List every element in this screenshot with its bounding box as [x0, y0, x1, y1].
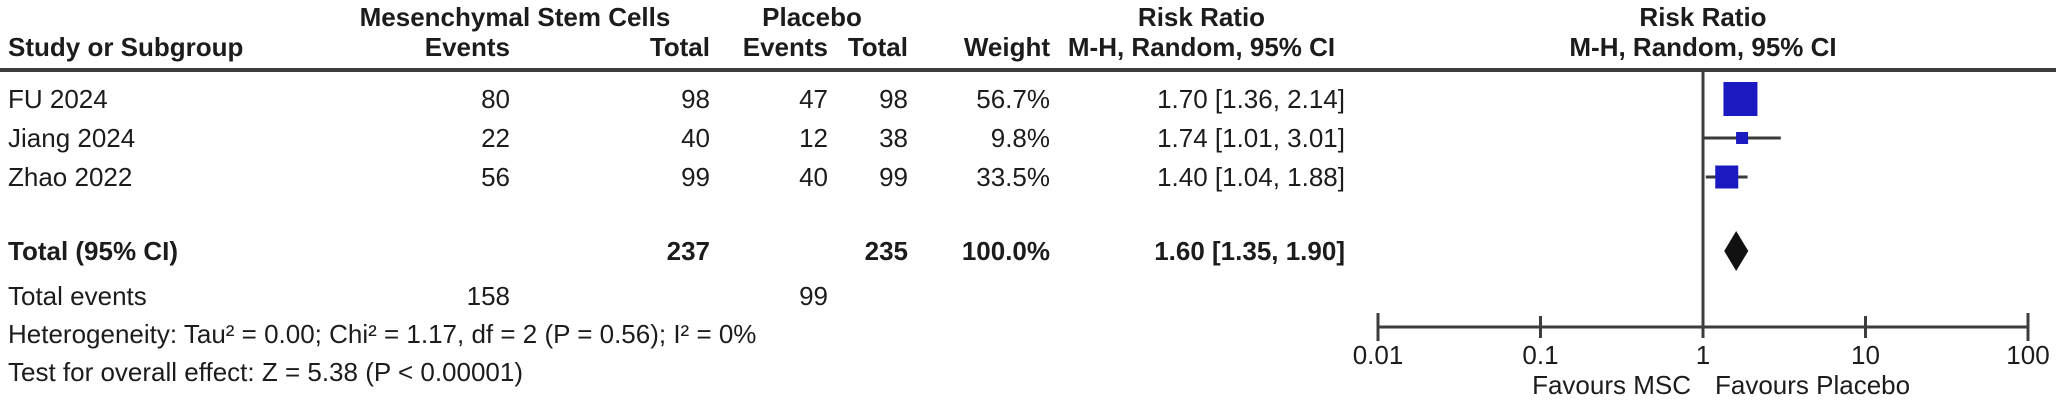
total-n-group2: 235 [864, 236, 908, 266]
total-group1: 99 [681, 162, 710, 192]
study-row: Zhao 2022 56 99 40 99 33.5% 1.40 [1.04, … [0, 162, 2056, 192]
total-events-group1: 158 [466, 281, 510, 311]
header-separator-line [0, 68, 2056, 72]
events-group2: 40 [799, 162, 828, 192]
weight-value: 9.8% [990, 123, 1050, 153]
weight-value: 56.7% [976, 84, 1050, 114]
header-row-groups: Mesenchymal Stem Cells Placebo Risk Rati… [0, 2, 2056, 32]
events-group2: 12 [799, 123, 828, 153]
col-header-total-group1: Total [649, 32, 710, 62]
total-group2: 38 [879, 123, 908, 153]
total-events-row: Total events 158 99 [0, 281, 2056, 311]
col-header-weight: Weight [963, 32, 1050, 62]
total-weight: 100.0% [961, 236, 1050, 266]
study-name: FU 2024 [8, 84, 108, 114]
col-header-method-plot-column: M-H, Random, 95% CI [1569, 32, 1837, 62]
header-row-columns: Study or Subgroup Events Total Events To… [0, 32, 2056, 62]
col-header-study: Study or Subgroup [8, 32, 244, 62]
total-label: Total (95% CI) [8, 236, 178, 266]
group2-header: Placebo [762, 2, 862, 32]
heterogeneity-row: Heterogeneity: Tau² = 0.00; Chi² = 1.17,… [0, 319, 2056, 349]
risk-ratio-header-text-column: Risk Ratio [1137, 2, 1266, 32]
col-header-total-group2: Total [847, 32, 908, 62]
total-events-group2: 99 [799, 281, 828, 311]
total-row: Total (95% CI) 237 235 100.0% 1.60 [1.35… [0, 236, 2056, 266]
events-group2: 47 [799, 84, 828, 114]
total-risk-ratio-ci: 1.60 [1.35, 1.90] [1154, 236, 1345, 266]
study-row: FU 2024 80 98 47 98 56.7% 1.70 [1.36, 2.… [0, 84, 2056, 114]
events-group1: 56 [481, 162, 510, 192]
total-group2: 98 [879, 84, 908, 114]
col-header-events-group2: Events [742, 32, 828, 62]
total-n-group1: 237 [666, 236, 710, 266]
risk-ratio-header-plot-column: Risk Ratio [1639, 2, 1767, 32]
risk-ratio-ci-value: 1.74 [1.01, 3.01] [1157, 123, 1345, 153]
overall-effect-row: Test for overall effect: Z = 5.38 (P < 0… [0, 357, 2056, 387]
col-header-events-group1: Events [424, 32, 510, 62]
risk-ratio-ci-value: 1.40 [1.04, 1.88] [1157, 162, 1345, 192]
total-group1: 40 [681, 123, 710, 153]
col-header-method-text-column: M-H, Random, 95% CI [1067, 32, 1336, 62]
study-name: Jiang 2024 [8, 123, 136, 153]
total-group2: 99 [879, 162, 908, 192]
overall-effect-text: Test for overall effect: Z = 5.38 (P < 0… [8, 357, 523, 387]
events-group1: 80 [481, 84, 510, 114]
risk-ratio-ci-value: 1.70 [1.36, 2.14] [1157, 84, 1345, 114]
study-name: Zhao 2022 [8, 162, 133, 192]
weight-value: 33.5% [976, 162, 1050, 192]
events-group1: 22 [481, 123, 510, 153]
total-group1: 98 [681, 84, 710, 114]
total-events-label: Total events [8, 281, 147, 311]
study-row: Jiang 2024 22 40 12 38 9.8% 1.74 [1.01, … [0, 123, 2056, 153]
heterogeneity-text: Heterogeneity: Tau² = 0.00; Chi² = 1.17,… [8, 319, 757, 349]
group1-header: Mesenchymal Stem Cells [359, 2, 671, 32]
